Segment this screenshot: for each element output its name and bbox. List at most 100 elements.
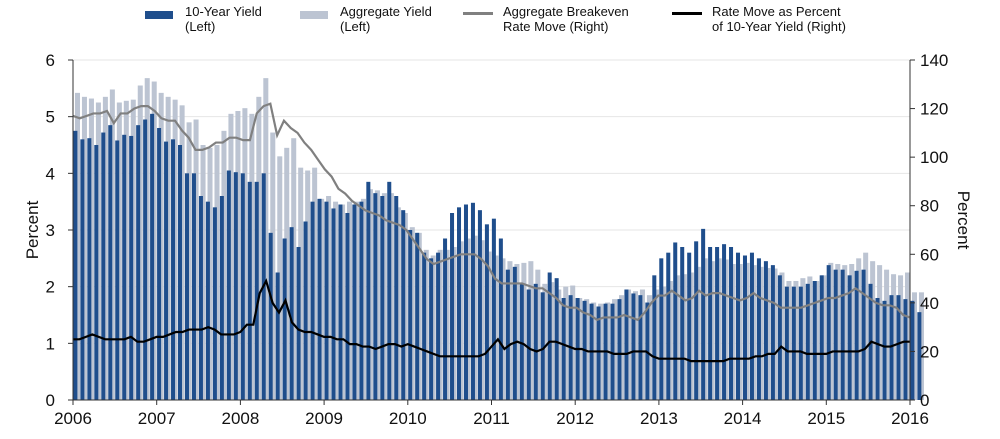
ten-year-yield-bar <box>833 269 838 400</box>
aggregate-yield-bar <box>74 92 80 400</box>
legend-sub-10y: (Left) <box>185 19 216 34</box>
aggregate-yield-bar <box>367 189 373 400</box>
right-axis-ticks: 0 20 40 60 80 100 120 140 <box>910 51 948 410</box>
ten-year-yield-bar <box>352 204 357 400</box>
ten-year-yield-bar <box>122 134 127 401</box>
ten-year-yield-bar <box>164 141 169 400</box>
ten-year-yield-bar <box>387 181 392 400</box>
ten-year-yield-bar <box>652 275 657 400</box>
ten-year-yield-bar <box>889 295 894 400</box>
ten-year-yield-bar <box>150 113 155 400</box>
aggregate-yield-bar <box>214 145 220 400</box>
ten-year-yield-bar <box>212 207 217 400</box>
ten-year-yield-bar <box>380 196 385 400</box>
ten-year-yield-bar <box>470 202 475 400</box>
aggregate-yield-bar <box>270 132 276 401</box>
aggregate-yield-bar <box>465 238 471 400</box>
aggregate-breakeven-line <box>72 102 911 322</box>
ten-year-yield-bar <box>366 181 371 400</box>
ten-year-yield-bar <box>205 201 210 400</box>
aggregate-yield-bar <box>898 275 904 400</box>
ten-year-yield-bar <box>777 275 782 400</box>
ten-year-yield-bars <box>73 113 922 401</box>
left-axis-label: Percent <box>23 200 42 259</box>
aggregate-yield-bar <box>514 264 520 400</box>
ten-year-yield-bar <box>763 261 768 400</box>
ten-year-yield-bar <box>247 181 252 400</box>
aggregate-yield-bar <box>312 167 318 400</box>
aggregate-yield-bar <box>409 227 415 400</box>
aggregate-yield-bar <box>242 108 248 401</box>
aggregate-yield-bar <box>291 138 297 400</box>
x-tick-label: 2015 <box>807 409 845 428</box>
aggregate-yield-bar <box>144 78 150 400</box>
aggregate-yield-bar <box>179 105 185 400</box>
aggregate-yield-bar <box>305 170 311 400</box>
aggregate-yield-bar <box>444 249 450 400</box>
aggregate-yield-bar <box>277 156 283 400</box>
legend-label-ratemove: Rate Move as Percent <box>712 4 841 19</box>
ten-year-yield-bar <box>108 125 113 401</box>
aggregate-yield-bar <box>123 100 129 401</box>
ten-year-yield-bar <box>324 201 329 400</box>
x-tick-label: 2009 <box>305 409 343 428</box>
ten-year-yield-bar <box>547 272 552 400</box>
ten-year-yield-bar <box>680 247 685 400</box>
ten-year-yield-bar <box>101 132 106 401</box>
aggregate-yield-bar <box>374 190 380 400</box>
right-axis-label: Percent <box>954 191 973 250</box>
aggregate-yield-bar <box>688 272 694 400</box>
aggregate-yield-bar <box>486 251 492 400</box>
legend-sub-aggregate: (Left) <box>340 19 371 34</box>
aggregate-yield-bar <box>528 261 534 400</box>
aggregate-yield-bar <box>821 275 827 400</box>
aggregate-yield-bar <box>702 258 708 400</box>
aggregate-yield-bar <box>360 198 366 400</box>
ten-year-yield-bar <box>673 242 678 400</box>
legend-sub-breakeven: Rate Move (Right) <box>503 19 609 34</box>
aggregate-yield-bar <box>584 299 590 400</box>
aggregate-yield-bar <box>507 261 513 400</box>
aggregate-yield-bar <box>772 268 778 400</box>
ten-year-yield-bar <box>73 130 78 401</box>
aggregate-yield-bar <box>612 299 618 400</box>
ten-year-yield-bar <box>624 289 629 400</box>
x-tick-label: 2010 <box>389 409 427 428</box>
ten-year-yield-bar <box>198 196 203 400</box>
aggregate-yield-bar <box>81 96 87 400</box>
legend-swatch-10y <box>145 11 173 19</box>
left-axis-ticks: 0 1 2 3 4 5 6 <box>46 51 73 410</box>
x-tick-label: 2006 <box>54 409 92 428</box>
ten-year-yield-bar <box>463 204 468 400</box>
right-tick-label: 20 <box>920 342 939 361</box>
legend-swatch-aggregate <box>300 11 328 19</box>
legend-sub-ratemove: of 10-Year Yield (Right) <box>712 19 846 34</box>
ten-year-yield-bar <box>129 135 134 400</box>
ten-year-yield-bar <box>80 139 85 401</box>
aggregate-yield-bar <box>95 102 101 400</box>
aggregate-yield-bar <box>751 265 757 400</box>
ten-year-yield-bar <box>770 265 775 400</box>
aggregate-yield-bar <box>674 275 680 400</box>
aggregate-yield-bar <box>828 262 834 400</box>
ten-year-yield-bar <box>784 286 789 400</box>
ten-year-yield-bar <box>282 238 287 400</box>
aggregate-yield-bar <box>347 201 353 400</box>
ten-year-yield-bar <box>694 241 699 400</box>
aggregate-yield-bar <box>619 295 625 400</box>
aggregate-yield-bar <box>807 276 813 400</box>
aggregate-yield-bar <box>730 264 736 400</box>
aggregate-yield-bar <box>695 266 701 400</box>
aggregate-yield-bar <box>221 130 227 401</box>
aggregate-yield-bar <box>458 241 464 400</box>
right-tick-label: 120 <box>920 100 948 119</box>
aggregate-yield-bar <box>353 201 359 400</box>
aggregate-yield-bar <box>681 274 687 400</box>
aggregate-yield-bar <box>723 259 729 400</box>
aggregate-yield-bar <box>632 291 638 400</box>
aggregate-yield-bar <box>891 274 897 400</box>
ten-year-yield-bar <box>143 119 148 400</box>
aggregate-yield-bar <box>660 286 666 400</box>
ten-year-yield-bar <box>729 247 734 400</box>
